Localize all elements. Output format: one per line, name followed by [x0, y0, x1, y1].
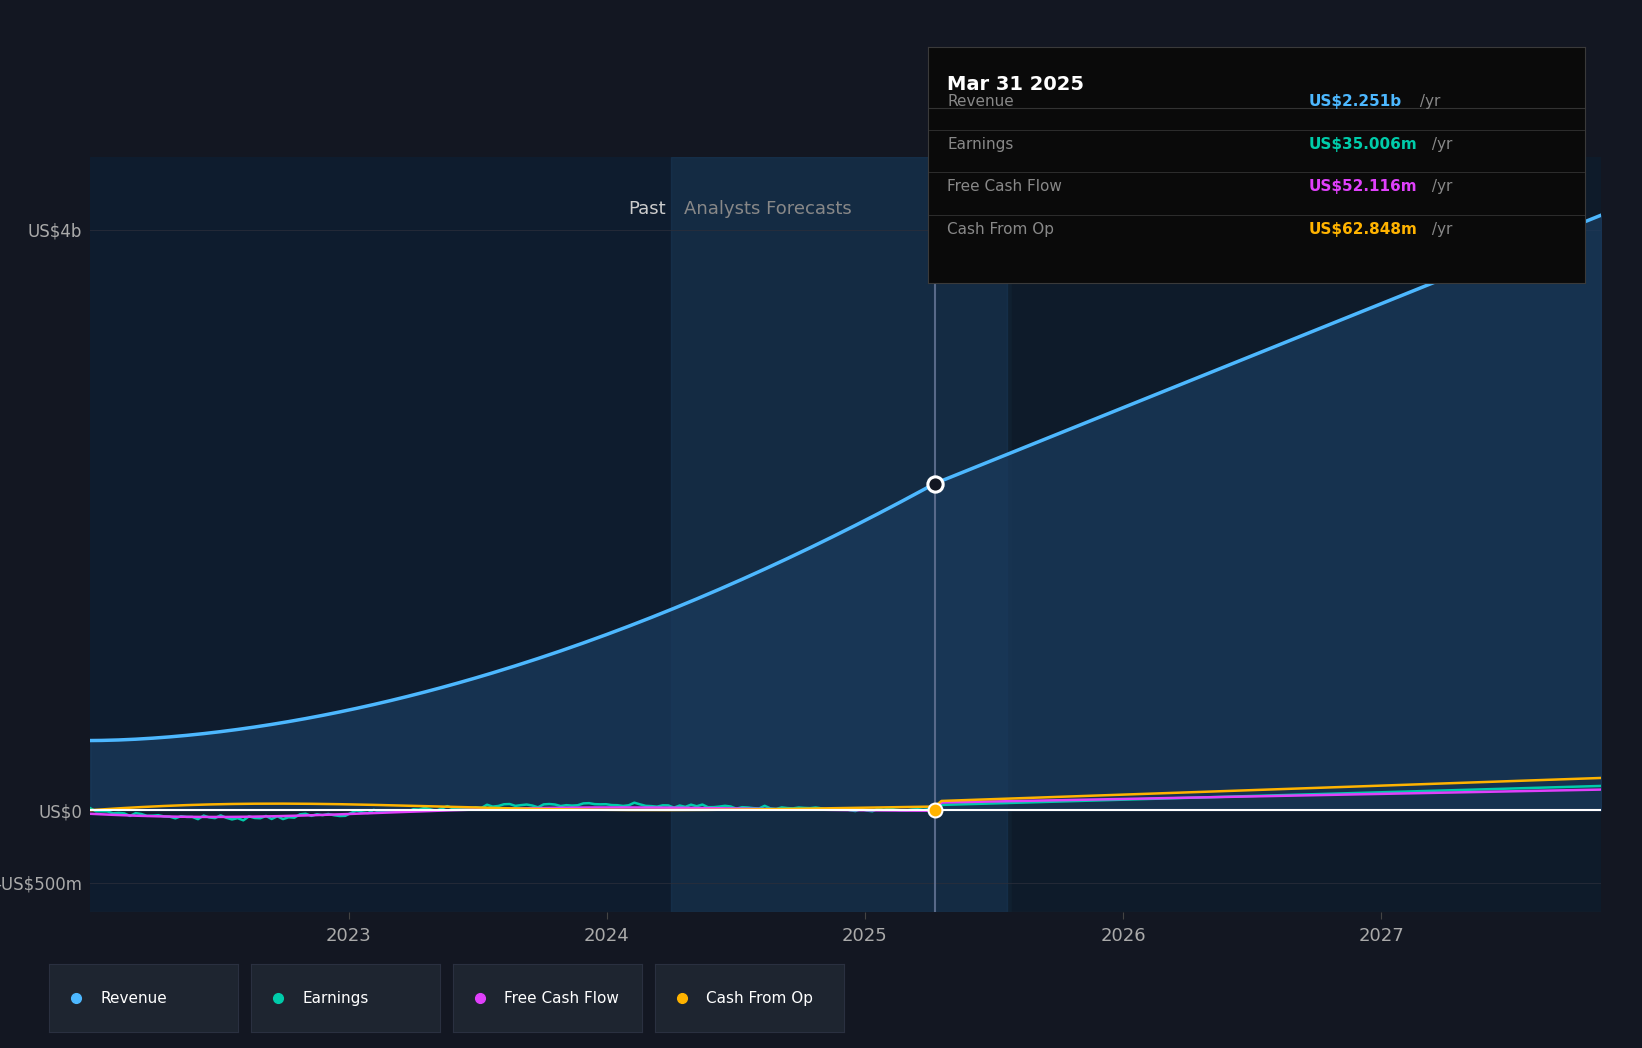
Text: Mar 31 2025: Mar 31 2025 [947, 75, 1084, 94]
Text: /yr: /yr [1427, 222, 1452, 237]
Text: Free Cash Flow: Free Cash Flow [504, 990, 619, 1006]
Text: Revenue: Revenue [947, 94, 1015, 109]
Text: Cash From Op: Cash From Op [706, 990, 813, 1006]
Text: US$52.116m: US$52.116m [1309, 179, 1417, 194]
Text: /yr: /yr [1427, 179, 1452, 194]
Text: Earnings: Earnings [947, 137, 1013, 152]
Bar [90, 157, 672, 912]
Text: Past: Past [629, 199, 667, 218]
Text: Revenue: Revenue [100, 990, 167, 1006]
Text: Earnings: Earnings [302, 990, 368, 1006]
Bar [672, 157, 1007, 912]
Text: Cash From Op: Cash From Op [947, 222, 1054, 237]
Text: Analysts Forecasts: Analysts Forecasts [685, 199, 852, 218]
Text: US$35.006m: US$35.006m [1309, 137, 1417, 152]
Text: US$62.848m: US$62.848m [1309, 222, 1417, 237]
Bar [672, 157, 1011, 912]
Bar [1011, 157, 1601, 912]
Text: /yr: /yr [1415, 94, 1440, 109]
Text: US$2.251b: US$2.251b [1309, 94, 1402, 109]
Text: Free Cash Flow: Free Cash Flow [947, 179, 1062, 194]
Text: /yr: /yr [1427, 137, 1452, 152]
